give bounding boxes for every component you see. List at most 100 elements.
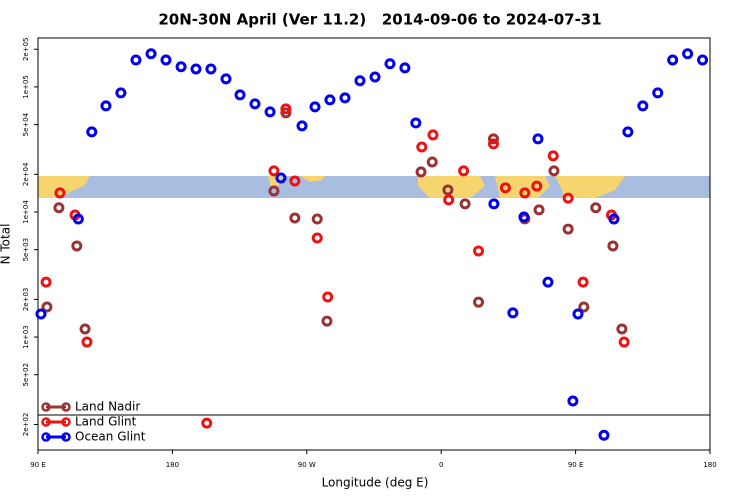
point (115, 87, 127, 99)
legend-marker (61, 417, 71, 427)
point (35, 308, 47, 320)
point (280, 107, 292, 119)
x-tick-label: 90 W (298, 461, 316, 469)
point (311, 232, 323, 244)
point (487, 138, 499, 150)
point (71, 240, 83, 252)
point (682, 48, 694, 60)
point (280, 103, 292, 115)
point (268, 185, 280, 197)
point (324, 94, 336, 106)
y-tick-label: 2e+05 (22, 37, 30, 61)
point (578, 301, 590, 313)
point (145, 48, 157, 60)
point (275, 172, 287, 184)
x-axis-label: Longitude (deg E) (322, 476, 429, 490)
point (598, 429, 610, 441)
point (667, 54, 679, 66)
point (72, 213, 84, 225)
y-tick-label: 1e+05 (22, 75, 30, 99)
point (533, 204, 545, 216)
map-strip (38, 176, 710, 198)
legend-label: Ocean Glint (75, 430, 146, 444)
point (384, 58, 396, 70)
y-tick-label: 2e+04 (22, 162, 30, 186)
y-tick-label: 2e+03 (22, 288, 30, 312)
point (473, 245, 485, 257)
point (190, 63, 202, 75)
point (622, 126, 634, 138)
chart-title: 20N-30N April (Ver 11.2) 2014-09-06 to 2… (158, 11, 601, 29)
point (100, 100, 112, 112)
point (473, 296, 485, 308)
point (572, 308, 584, 320)
point (652, 87, 664, 99)
point (532, 133, 544, 145)
point (697, 54, 709, 66)
point (547, 150, 559, 162)
point (86, 126, 98, 138)
point (54, 187, 66, 199)
point (160, 54, 172, 66)
point (488, 198, 500, 210)
y-tick-label: 5e+04 (22, 112, 30, 136)
legend-marker (41, 417, 51, 427)
point (637, 100, 649, 112)
point (499, 182, 511, 194)
legend-marker (61, 432, 71, 442)
point (607, 240, 619, 252)
point (264, 106, 276, 118)
point (309, 101, 321, 113)
point (268, 165, 280, 177)
point (443, 194, 455, 206)
point (311, 213, 323, 225)
y-tick-label: 2e+02 (22, 413, 30, 437)
plot-frame (37, 37, 711, 451)
legend-marker (41, 432, 51, 442)
point (289, 175, 301, 187)
point (40, 276, 52, 288)
point (399, 62, 411, 74)
point (590, 202, 602, 214)
point (41, 301, 53, 313)
point (289, 212, 301, 224)
point (220, 73, 232, 85)
point (321, 315, 333, 327)
point (618, 336, 630, 348)
point (616, 323, 628, 335)
point (459, 198, 471, 210)
point (426, 156, 438, 168)
y-tick-label: 1e+03 (22, 325, 30, 349)
point (249, 98, 261, 110)
point (130, 54, 142, 66)
point (410, 117, 422, 129)
point (322, 291, 334, 303)
point (548, 165, 560, 177)
point (79, 323, 91, 335)
point (296, 120, 308, 132)
legend-label: Land Glint (75, 415, 137, 429)
point (562, 192, 574, 204)
point (458, 165, 470, 177)
point (53, 202, 65, 214)
point (442, 184, 454, 196)
point (519, 187, 531, 199)
point (416, 141, 428, 153)
x-tick-label: 0 (439, 461, 443, 469)
y-tick-label: 1e+04 (22, 200, 30, 224)
x-tick-label: 90 E (30, 461, 46, 469)
point (354, 75, 366, 87)
point (369, 71, 381, 83)
point (507, 307, 519, 319)
point (81, 336, 93, 348)
x-tick-label: 90 E (568, 461, 584, 469)
point (562, 223, 574, 235)
point (427, 129, 439, 141)
point (531, 180, 543, 192)
legend-marker (61, 402, 71, 412)
x-tick-label: 180 (166, 461, 179, 469)
legend-marker (41, 402, 51, 412)
point (175, 61, 187, 73)
x-tick-label: 180 (703, 461, 716, 469)
